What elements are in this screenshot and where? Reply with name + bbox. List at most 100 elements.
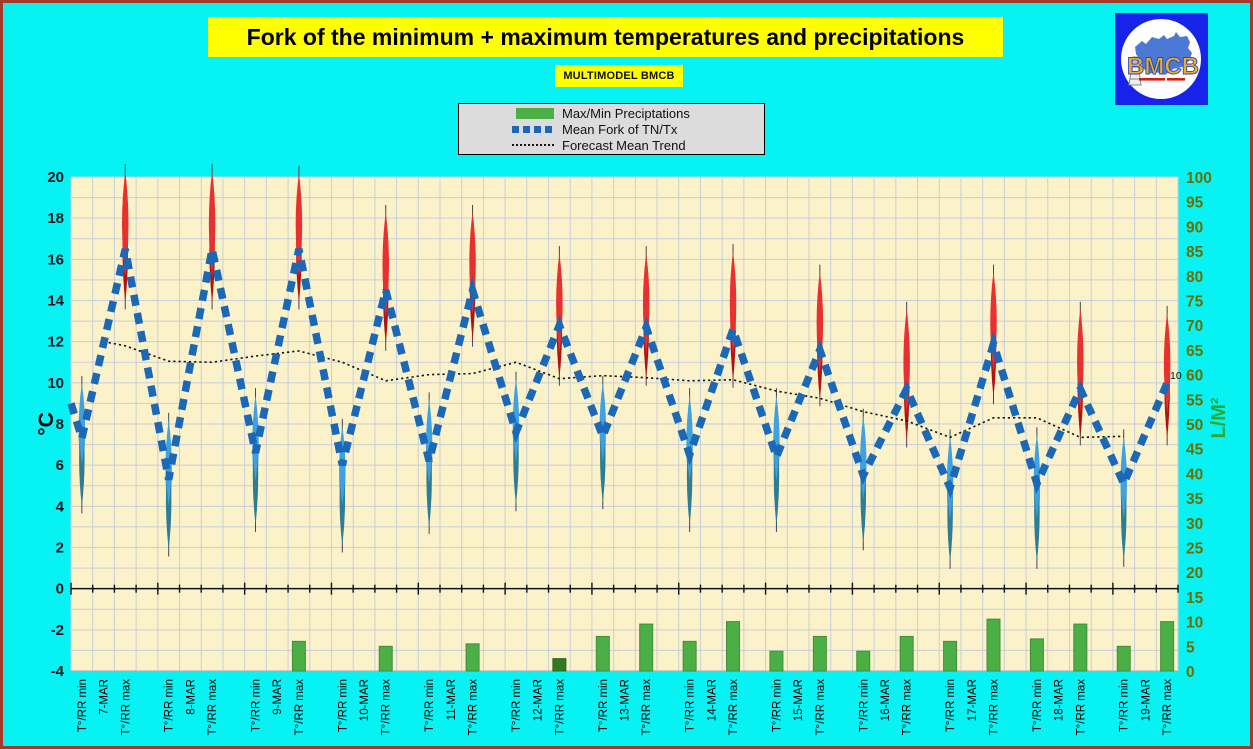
precipitation-bar [899,635,914,672]
x-axis-minmax-label: T°/RR max [641,679,653,736]
x-axis-date-label: 18-MAR [1054,679,1066,721]
page-title: Fork of the minimum + maximum temperatur… [208,17,1003,57]
precipitation-bar [291,640,306,672]
x-axis-date-label: 12-MAR [533,679,545,721]
right-axis-tick-label: 0 [1186,664,1195,681]
left-axis-tick-label: 0 [56,581,64,598]
x-axis-date-label: 14-MAR [706,679,718,721]
logo-text: BMCB [1127,53,1199,80]
precipitation-bar [1029,638,1044,672]
right-axis-tick-label: 90 [1186,219,1203,236]
right-axis-tick-label: 30 [1186,516,1203,533]
x-axis-minmax-label: T°/RR min [1119,679,1131,732]
logo-tower-icon [1128,56,1142,86]
left-axis-tick-label: 10 [47,375,64,392]
left-axis-tick-label: 2 [56,540,64,557]
x-axis-minmax-label: T°/RR min [685,679,697,732]
x-axis-minmax-label: T°/RR min [598,679,610,732]
x-axis-minmax-label: T°/RR max [902,679,914,736]
x-axis-date-label: 17-MAR [967,679,979,721]
right-axis-tick-label: 5 [1186,639,1195,656]
fork-spindle [166,432,172,506]
legend-item-precipitation: Max/Min Preciptations [459,106,764,121]
fork-spindle [208,170,216,277]
x-axis-minmax-label: T°/RR max [989,679,1001,736]
x-axis-minmax-label: T°/RR min [251,679,263,732]
x-axis-minmax-label: T°/RR max [1162,679,1174,736]
logo-tagline [1139,78,1185,81]
right-axis-tick-label: 95 [1186,195,1204,212]
left-axis-tick-label: 8 [56,416,64,433]
x-axis-minmax-label: T°/RR max [120,679,132,736]
legend-item-mean-fork: Mean Fork of TN/Tx [459,122,764,137]
chart: 10 -4 -2 0 2 4 6 8 10 12 14 16 18 20 °C 0 5 10 15 20 25 30 35 4… [35,163,1230,736]
precipitation-bar [1073,623,1088,672]
precipitation-bar [1160,621,1175,672]
right-axis-tick-label: 80 [1186,269,1203,286]
right-axis-title: L/M² [1208,397,1230,438]
precipitation-bar [943,640,958,672]
x-axis-minmax-label: T°/RR max [294,679,306,736]
right-axis-tick-label: 45 [1186,442,1204,459]
x-axis-date-label: 11-MAR [446,679,458,720]
x-axis-minmax-label: T°/RR max [815,679,827,736]
precipitation-bar [682,640,697,672]
page-subtitle-text: MULTIMODEL BMCB [563,70,675,82]
x-axis-minmax-label: T°/RR min [858,679,870,732]
precipitation-bar [639,623,654,672]
precipitation-bar [986,618,1001,672]
x-axis-minmax-label: T°/RR min [337,679,349,732]
x-axis-minmax-label: T°/RR max [207,679,219,736]
left-axis-tick-label: 14 [47,293,64,310]
right-axis-tick-label: 55 [1186,392,1204,409]
x-axis-minmax-label: T°/RR min [424,679,436,732]
right-axis-tick-label: 25 [1186,541,1204,558]
left-axis-tick-label: 6 [56,457,64,474]
x-axis-minmax-label: T°/RR min [164,679,176,732]
x-axis-date-label: 13-MAR [620,679,632,721]
legend-item-trend: Forecast Mean Trend [459,138,764,153]
x-axis-minmax-label: T°/RR min [945,679,957,732]
fork-spindle [773,408,779,481]
precipitation-bar [552,658,567,672]
right-axis-tick-label: 15 [1186,590,1204,607]
x-axis-minmax-label: T°/RR max [554,679,566,736]
precipitation-swatch-icon [516,107,554,119]
right-axis-tick-label: 50 [1186,417,1203,434]
x-axis-minmax-label: T°/RR min [77,679,89,732]
page-subtitle: MULTIMODEL BMCB [555,65,683,87]
end-value-label: 10 [1170,370,1182,382]
x-axis-date-label: 16-MAR [880,679,892,721]
x-axis-minmax-label: T°/RR max [1075,679,1087,736]
right-axis-tick-label: 20 [1186,565,1203,582]
precipitation-bar [726,621,741,672]
x-axis-date-label: 10-MAR [359,679,371,721]
precipitation-bar [465,643,480,672]
right-axis-tick-label: 70 [1186,318,1203,335]
legend-label: Mean Fork of TN/Tx [562,121,678,137]
precipitation-bar [378,645,393,672]
right-axis-tick-label: 75 [1186,294,1204,311]
precipitation-bar [812,635,827,672]
x-axis-minmax-label: T°/RR max [468,679,480,736]
precipitation-bar [769,650,784,672]
x-axis-minmax-label: T°/RR min [771,679,783,732]
x-axis-date-label: 8-MAR [185,679,197,715]
x-axis-minmax-label: T°/RR max [728,679,740,736]
mean-fork-swatch-icon [512,125,554,133]
left-axis-tick-label: 18 [47,210,64,227]
left-axis-tick-label: -4 [51,663,65,680]
left-axis-tick-label: 20 [47,169,64,186]
x-axis-date-label: 9-MAR [272,679,284,715]
left-axis-tick-label: -2 [51,622,64,639]
fork-spindle [339,437,345,505]
right-axis-tick-label: 35 [1186,491,1204,508]
chart-legend: Max/Min Preciptations Mean Fork of TN/Tx… [458,103,765,155]
left-axis-title: °C [35,412,58,436]
right-axis-tick-label: 100 [1186,170,1212,187]
trend-swatch-icon [512,144,554,146]
page-title-text: Fork of the minimum + maximum temperatur… [246,23,965,50]
x-axis-minmax-label: T°/RR min [511,679,523,732]
left-axis-tick-label: 4 [56,498,65,515]
